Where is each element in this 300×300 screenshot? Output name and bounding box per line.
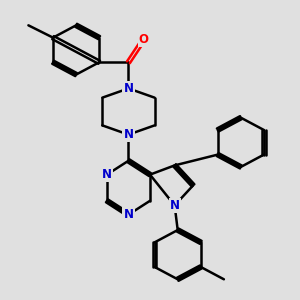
Text: N: N (124, 208, 134, 221)
Text: O: O (139, 33, 149, 46)
Text: N: N (169, 199, 180, 212)
Text: N: N (124, 128, 134, 141)
Text: N: N (124, 82, 134, 95)
Text: N: N (102, 168, 112, 181)
